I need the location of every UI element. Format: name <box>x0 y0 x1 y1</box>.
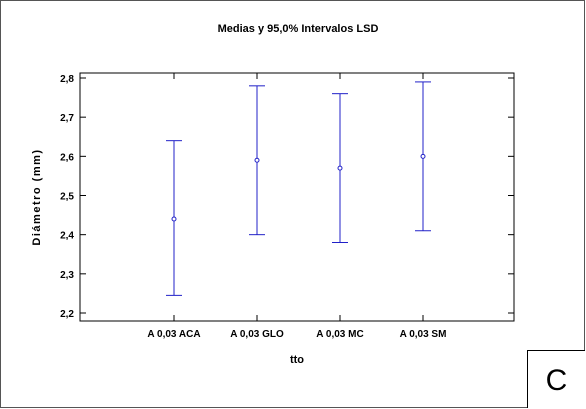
y-axis-label: Diámetro (mm) <box>31 148 43 245</box>
y-tick-label: 2,2 <box>60 309 74 320</box>
x-tick-label: A 0,03 GLO <box>230 329 284 340</box>
interval-series <box>166 81 431 296</box>
panel-label: C <box>545 363 568 397</box>
mean-point <box>171 216 177 222</box>
y-axis: 2,2 2,3 2,4 2,5 2,6 2,7 2,8 <box>60 74 514 320</box>
y-tick-label: 2,7 <box>60 113 74 124</box>
plot-area <box>79 72 515 322</box>
y-tick-label: 2,6 <box>60 152 74 163</box>
mean-point <box>337 165 343 171</box>
y-tick-label: 2,3 <box>60 270 74 281</box>
y-tick-label: 2,8 <box>60 74 74 85</box>
mean-point <box>420 153 426 159</box>
y-tick-label: 2,4 <box>60 231 74 242</box>
y-tick-label: 2,5 <box>60 192 74 203</box>
x-tick-label: A 0,03 SM <box>400 329 447 340</box>
x-tick-label: A 0,03 ACA <box>147 329 200 340</box>
x-axis-label: tto <box>290 354 304 366</box>
panel-label-box: C <box>527 350 585 408</box>
chart-title: Medias y 95,0% Intervalos LSD <box>218 23 379 35</box>
x-tick-label: A 0,03 MC <box>316 329 363 340</box>
x-axis: A 0,03 ACA A 0,03 GLO A 0,03 MC A 0,03 SM <box>147 73 446 340</box>
mean-point <box>254 157 260 163</box>
